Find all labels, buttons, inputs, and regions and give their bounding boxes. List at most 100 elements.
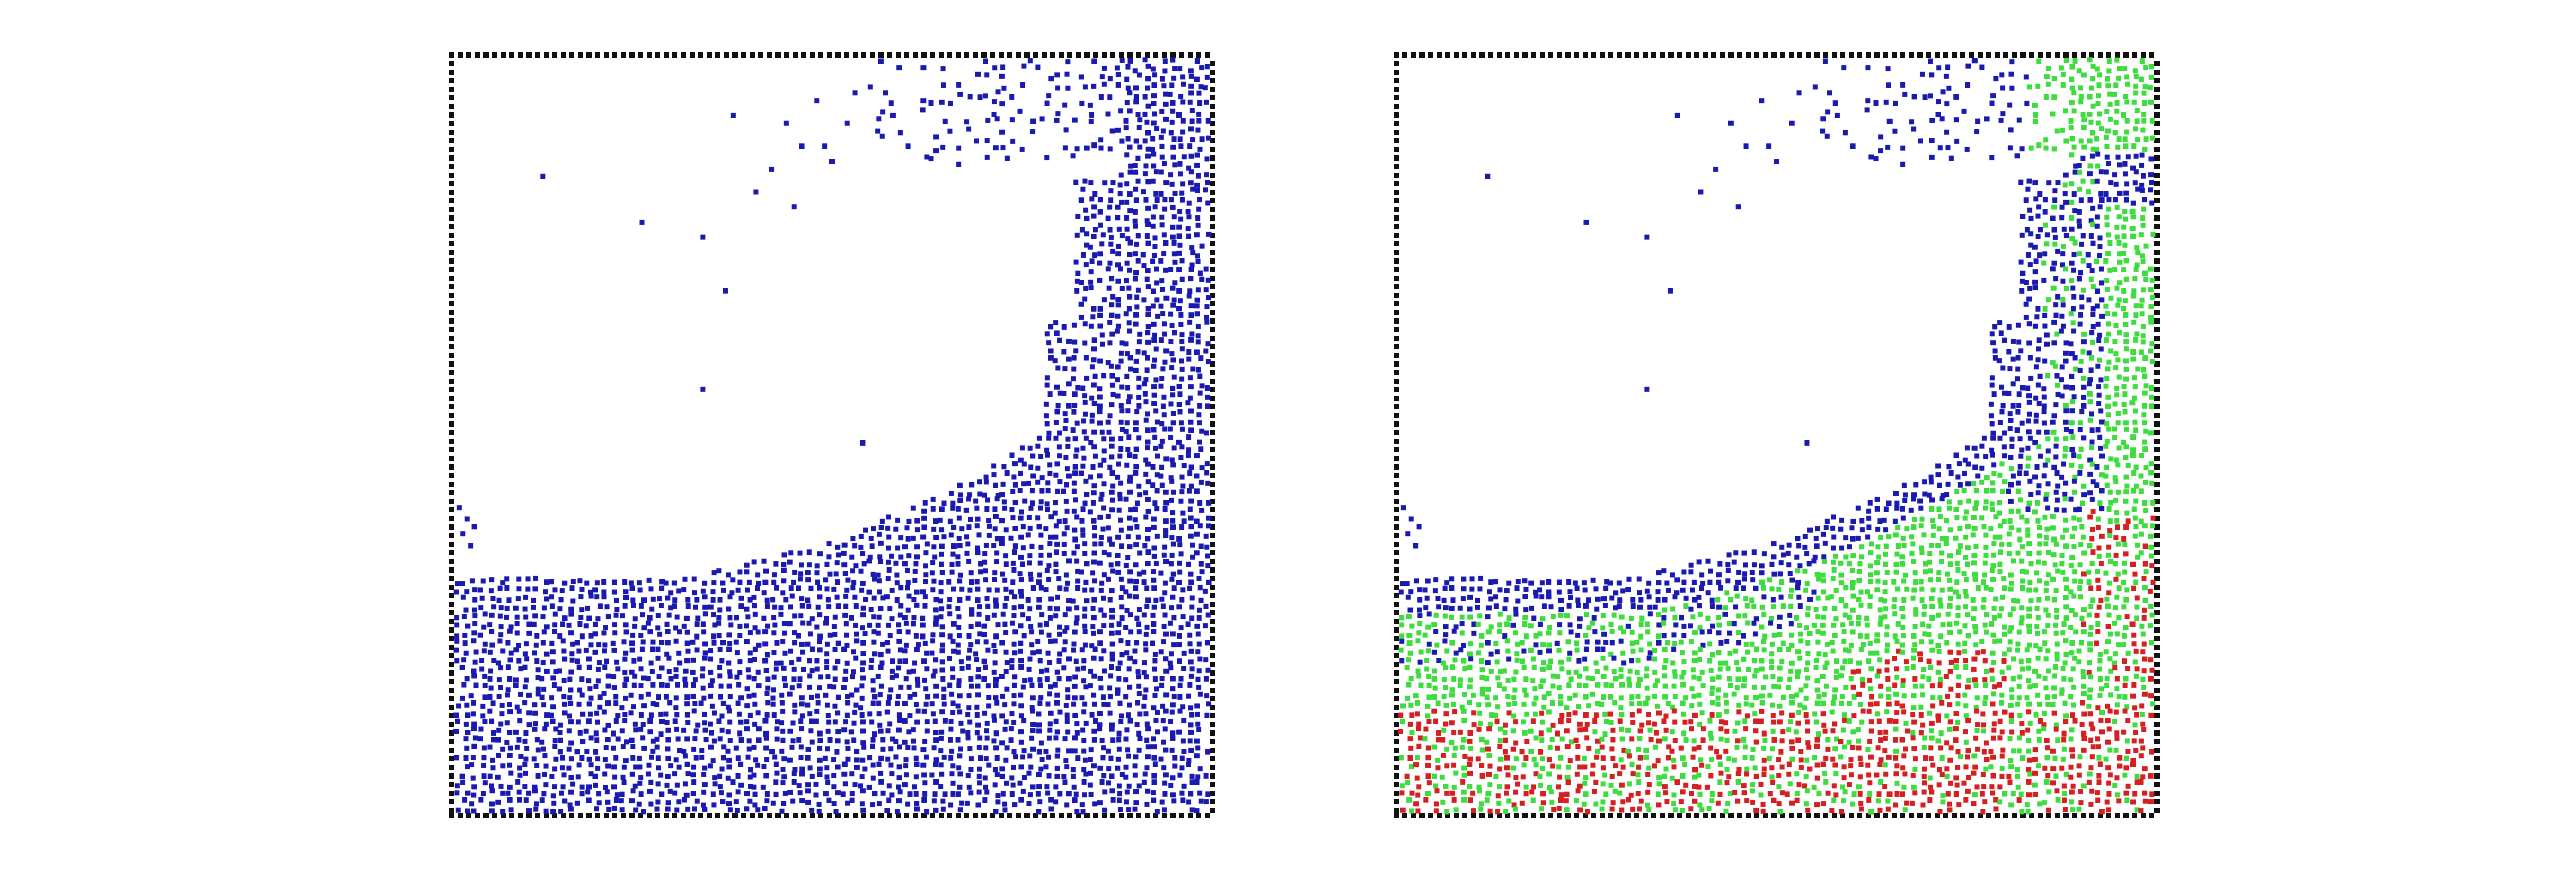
panel-left-particle [636, 801, 642, 807]
panel-left-particle [791, 666, 797, 672]
panel-left-particle [482, 673, 488, 679]
panel-left-particle [993, 809, 999, 815]
panel-right-border-dot [1471, 813, 1476, 818]
panel-left-particle [630, 755, 636, 761]
panel-left-particle [1054, 461, 1060, 467]
panel-left-particle [823, 577, 829, 583]
panel-left-particle [513, 605, 519, 611]
panel-right-particle [1573, 737, 1579, 743]
panel-left-particle [549, 603, 555, 609]
panel-left-particle [938, 598, 944, 604]
panel-right-particle [1426, 719, 1432, 725]
panel-left-particle [622, 682, 628, 688]
panel-left-border-dot [449, 155, 454, 161]
panel-left-particle [677, 629, 683, 635]
panel-right-border-dot [1394, 765, 1399, 770]
panel-left-particle [566, 622, 572, 628]
panel-left-particle [845, 745, 851, 751]
panel-left-particle [762, 806, 768, 812]
panel-left-particle [967, 746, 973, 752]
panel-right-border-dot [1763, 52, 1768, 58]
panel-right-particle [1409, 790, 1415, 796]
panel-left-particle [914, 544, 920, 550]
panel-right-border-dot [2063, 52, 2069, 58]
panel-left-border-dot [449, 507, 454, 512]
panel-right-particle [1592, 718, 1598, 724]
panel-left-particle [764, 712, 770, 718]
panel-right-border-dot [2154, 765, 2160, 770]
panel-left-particle [817, 612, 823, 618]
panel-right-border-dot [1900, 52, 1905, 58]
panel-left-particle [588, 642, 594, 648]
panel-right-particle [1603, 718, 1609, 724]
panel-right-particle [1431, 744, 1437, 750]
panel-left-particle [764, 603, 770, 609]
panel-right-particle [1444, 763, 1450, 769]
panel-right-particle [1558, 694, 1564, 700]
panel-right-particle [1567, 650, 1573, 656]
panel-left-particle [453, 647, 459, 653]
panel-left-particle [712, 781, 718, 787]
panel-left-particle [835, 544, 841, 550]
panel-left-particle [655, 655, 661, 661]
panel-left-particle [933, 597, 939, 603]
panel-left-particle [956, 515, 962, 521]
panel-left-particle [1038, 740, 1044, 746]
panel-right-particle [1540, 756, 1546, 762]
panel-right-particle [1488, 579, 1494, 585]
panel-right-border-dot [1394, 293, 1399, 298]
panel-left-particle [673, 667, 679, 673]
panel-left-particle [1020, 545, 1026, 551]
panel-right-particle [1564, 791, 1570, 797]
panel-left-particle [938, 551, 944, 557]
panel-left-particle [633, 727, 639, 733]
panel-left-particle [764, 757, 770, 763]
panel-right-particle [1513, 669, 1519, 675]
panel-left-particle [995, 89, 1001, 95]
panel-left-particle [468, 693, 474, 699]
panel-left-particle [744, 639, 750, 645]
panel-right-particle [1435, 765, 1441, 771]
panel-left-particle [981, 676, 987, 682]
panel-left-particle [770, 701, 776, 707]
panel-left-particle [530, 604, 536, 610]
panel-right-border-dot [1591, 813, 1596, 818]
panel-left-particle [1044, 447, 1050, 453]
panel-left-particle [674, 712, 680, 718]
panel-right-border-dot [2154, 396, 2160, 401]
panel-left-particle [983, 479, 989, 485]
panel-right-particle [1618, 638, 1624, 644]
panel-right-particle [1398, 589, 1404, 595]
panel-right-particle [1442, 638, 1448, 644]
panel-right-border-dot [1394, 813, 1399, 818]
panel-left-particle [985, 117, 991, 123]
panel-left-border-dot [1170, 813, 1176, 818]
panel-left-particle [702, 720, 708, 726]
panel-left-particle [622, 603, 628, 609]
panel-left-particle [807, 684, 813, 690]
panel-left-particle [700, 621, 706, 627]
panel-right-particle [1576, 658, 1582, 664]
panel-left-particle [817, 594, 823, 600]
panel-right-particle [1406, 682, 1412, 688]
panel-left-particle [543, 808, 549, 814]
panel-left-particle [738, 737, 744, 743]
panel-left-particle [727, 669, 733, 675]
panel-right-border-dot [1986, 52, 1991, 58]
panel-left-particle [637, 656, 643, 662]
panel-right-border-dot [1394, 336, 1399, 341]
panel-left-particle [727, 738, 733, 744]
panel-left-particle [640, 721, 646, 727]
panel-left-particle [551, 628, 557, 634]
panel-left-particle [523, 797, 529, 803]
panel-right-particle [1515, 781, 1521, 787]
panel-left-particle [562, 656, 568, 662]
panel-left-particle [720, 755, 726, 761]
panel-left-particle [1047, 691, 1053, 697]
panel-left-particle [789, 593, 795, 599]
panel-right-particle [1523, 791, 1529, 797]
panel-left-particle [966, 693, 972, 699]
panel-left-particle [960, 728, 966, 734]
panel-left-border-dot [1210, 396, 1215, 401]
panel-left-particle [522, 761, 528, 767]
